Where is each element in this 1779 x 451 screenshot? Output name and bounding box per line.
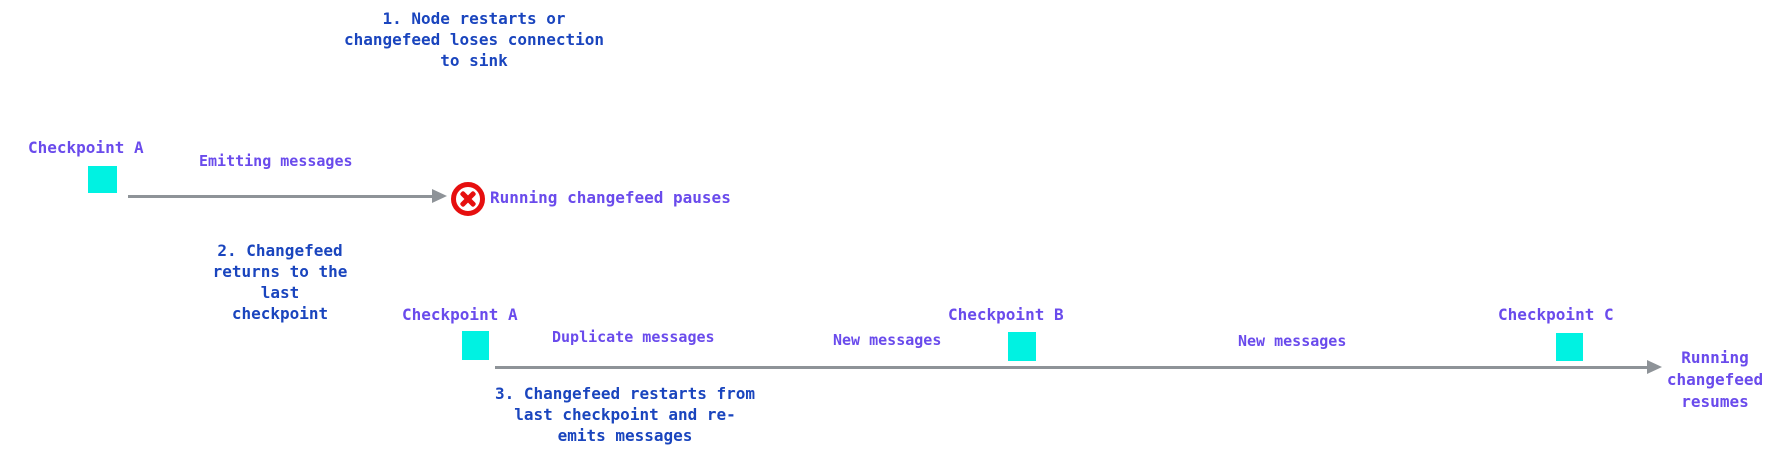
duplicate-messages-label: Duplicate messages	[552, 328, 715, 346]
checkpoint-a-label-timeline1: Checkpoint A	[28, 138, 144, 157]
checkpoint-c-marker	[1556, 333, 1583, 361]
checkpoint-b-marker	[1008, 332, 1036, 361]
running-changefeed-pauses-label: Running changefeed pauses	[490, 188, 731, 207]
new-messages-label-2: New messages	[1238, 332, 1347, 350]
emitting-messages-label: Emitting messages	[199, 152, 353, 170]
checkpoint-b-label: Checkpoint B	[948, 305, 1064, 324]
timeline1-arrow-head-icon	[432, 189, 447, 203]
checkpoint-a-marker-timeline1	[88, 166, 117, 193]
timeline2-arrow-line	[495, 366, 1648, 369]
annotation-step1-node-restart: 1. Node restarts or changefeed loses con…	[343, 9, 605, 70]
timeline2-arrow-head-icon	[1647, 360, 1662, 374]
new-messages-label-1: New messages	[833, 331, 942, 349]
annotation-step3-restart-from-checkpoint: 3. Changefeed restarts from last checkpo…	[494, 384, 756, 445]
timeline1-arrow-line	[128, 195, 433, 198]
cancel-icon	[451, 182, 485, 216]
annotation-step2-return-to-checkpoint: 2. Changefeed returns to the last checkp…	[212, 241, 348, 323]
checkpoint-a-marker-timeline2	[462, 331, 489, 360]
running-changefeed-resumes-label: Running changefeed resumes	[1666, 348, 1764, 411]
checkpoint-a-label-timeline2: Checkpoint A	[402, 305, 518, 324]
checkpoint-c-label: Checkpoint C	[1498, 305, 1614, 324]
